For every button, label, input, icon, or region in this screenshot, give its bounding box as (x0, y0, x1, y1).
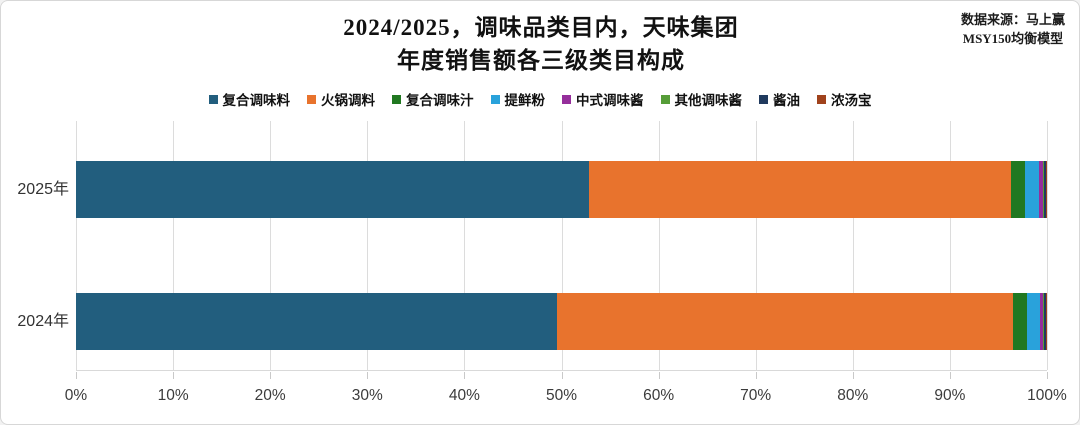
legend-label: 酱油 (773, 93, 800, 108)
bar-segment (1043, 161, 1045, 218)
bar-segment (588, 161, 1012, 218)
legend-swatch-icon (307, 94, 316, 104)
tick-mark (949, 372, 951, 379)
gridline (270, 121, 272, 370)
data-source-line1: 数据来源：马上赢 (960, 12, 1065, 27)
gridline (76, 121, 77, 370)
bar-segment (1044, 161, 1046, 218)
gridline (755, 121, 757, 370)
legend-swatch-icon (490, 94, 500, 104)
legend-label: 提鲜粉 (504, 93, 546, 108)
y-axis-label: 2025年 (17, 181, 69, 198)
x-tick-label: 20% (254, 387, 286, 404)
x-tick-label: 10% (157, 387, 189, 404)
legend-item-5: 中式调味酱 (562, 89, 644, 109)
x-tick-label: 70% (740, 387, 772, 404)
tick-mark (658, 372, 660, 379)
bar-segment (1011, 161, 1025, 218)
data-source: 数据来源：马上赢 MSY150均衡模型 (961, 10, 1065, 48)
x-tick-label: 50% (545, 387, 578, 404)
legend-swatch-icon (208, 94, 218, 104)
gridline (173, 121, 175, 370)
x-tick-label: 30% (351, 387, 383, 404)
x-axis-ticks (76, 372, 1048, 379)
legend-item-1: 复合调味料 (208, 89, 291, 109)
legend-swatch-icon (562, 94, 571, 104)
bar-segment (1043, 293, 1045, 350)
legend-label: 其他调味酱 (674, 93, 743, 108)
x-tick-label: 0% (64, 387, 88, 404)
x-tick-label: 60% (643, 387, 675, 404)
tick-mark (367, 372, 369, 379)
x-tick-label: 80% (837, 387, 869, 404)
legend-item-3: 复合调味汁 (392, 89, 474, 109)
legend: 复合调味料 火锅调料 复合调味汁 提鲜粉 中式调味酱 其他调味酱 酱油 浓汤宝 (1, 89, 1079, 109)
legend-item-2: 火锅调料 (307, 89, 375, 109)
bar-segment (1024, 161, 1040, 218)
legend-item-4: 提鲜粉 (490, 89, 546, 109)
bar-segment (1044, 293, 1046, 350)
data-source-line2: MSY150均衡模型 (962, 31, 1064, 46)
legend-swatch-icon (759, 94, 768, 104)
chart-title-line2: 年度销售额各三级类目构成 (397, 48, 685, 73)
bar-segment (1013, 293, 1027, 350)
legend-label: 中式调味酱 (576, 93, 644, 108)
bar-segment (1046, 161, 1047, 218)
legend-label: 浓汤宝 (831, 93, 872, 108)
gridline (949, 121, 951, 370)
bar-segment (1040, 293, 1044, 350)
tick-mark (1047, 372, 1048, 379)
legend-label: 复合调味料 (222, 93, 291, 108)
tick-mark (464, 372, 466, 379)
x-axis-labels: 0% 10% 20% 30% 40% 50% 60% 70% 80% 90% 100% (65, 387, 1067, 409)
legend-swatch-icon (660, 94, 670, 104)
legend-item-7: 酱油 (759, 89, 800, 109)
gridline (852, 121, 854, 370)
tick-mark (755, 372, 757, 379)
x-tick-label: 90% (934, 387, 966, 404)
plot-area (76, 121, 1048, 371)
tick-mark (270, 372, 272, 379)
y-axis-label: 2024年 (17, 313, 69, 330)
tick-mark (76, 372, 77, 379)
x-tick-label: 40% (448, 387, 480, 404)
gridline (464, 121, 466, 370)
x-tick-label: 100% (1027, 387, 1067, 404)
gridline (367, 121, 369, 370)
bar-segment (1046, 293, 1047, 350)
legend-swatch-icon (392, 94, 401, 104)
legend-label: 复合调味汁 (406, 93, 474, 108)
tick-mark (173, 372, 175, 379)
bar-row-2025年 (76, 161, 1047, 218)
gridline (658, 121, 660, 370)
legend-swatch-icon (817, 94, 826, 104)
bar-segment (556, 293, 1013, 350)
gridline (561, 121, 563, 370)
bar-segment (76, 293, 557, 350)
chart-title-line1: 2024/2025，调味品类目内，天味集团 (343, 15, 739, 40)
legend-item-6: 其他调味酱 (660, 89, 743, 109)
bar-segment (1026, 293, 1041, 350)
legend-item-8: 浓汤宝 (817, 89, 872, 109)
tick-mark (561, 372, 563, 379)
bar-segment (76, 161, 589, 218)
bar-row-2024年 (76, 293, 1047, 350)
chart-title: 2024/2025，调味品类目内，天味集团 年度销售额各三级类目构成 (121, 11, 961, 77)
gridline (1047, 121, 1048, 370)
bar-segment (1039, 161, 1044, 218)
legend-label: 火锅调料 (321, 93, 375, 108)
tick-mark (852, 372, 854, 379)
